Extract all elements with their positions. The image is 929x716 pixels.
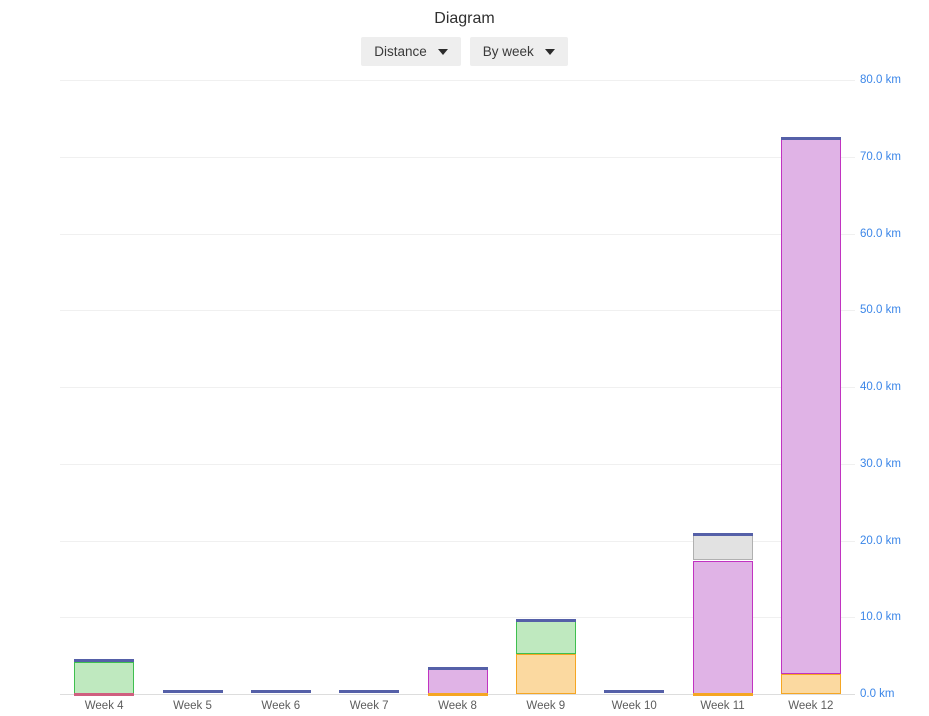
chevron-down-icon [437, 48, 448, 55]
gridline [60, 156, 855, 158]
gridline [60, 310, 855, 312]
gridline [60, 463, 855, 465]
gridline [60, 80, 855, 81]
metric-dropdown-label: Distance [374, 44, 427, 59]
x-axis-tick-label: Week 6 [261, 700, 301, 712]
x-axis-tick-label: Week 10 [611, 700, 657, 712]
bar-top-cap[interactable] [515, 619, 576, 623]
bar-bottom-cap [692, 693, 753, 696]
x-axis-tick-label: Week 4 [84, 700, 124, 712]
y-axis-tick-label: 10.0 km [860, 611, 901, 624]
y-axis-tick-label: 30.0 km [860, 457, 901, 470]
bar-top-cap[interactable] [780, 136, 841, 140]
gridline [60, 617, 855, 619]
bar-bottom-cap [427, 693, 488, 696]
bar-top-cap[interactable] [427, 666, 488, 670]
bar-segment[interactable] [74, 661, 135, 694]
y-axis-tick-label: 40.0 km [860, 381, 901, 393]
period-dropdown[interactable]: By week [469, 37, 568, 66]
bar-segment[interactable] [515, 654, 576, 694]
bar-top-cap[interactable] [604, 690, 665, 693]
period-dropdown-label: By week [482, 44, 534, 59]
x-axis-tick-label: Week 8 [438, 700, 477, 712]
bar-segment[interactable] [692, 561, 753, 694]
chart-controls: Distance By week [0, 37, 929, 66]
x-axis-tick-label: Week 12 [788, 700, 834, 712]
y-axis-tick-label: 70.0 km [860, 150, 901, 163]
bar-top-cap[interactable] [692, 532, 753, 536]
bar-top-cap[interactable] [250, 690, 311, 693]
y-axis-tick-label: 50.0 km [860, 304, 901, 317]
y-axis-tick-label: 60.0 km [860, 227, 901, 240]
y-axis-tick-label: 80.0 km [860, 74, 901, 86]
bar-top-cap[interactable] [162, 690, 223, 693]
gridline [60, 540, 855, 542]
x-axis-tick-label: Week 5 [173, 700, 212, 712]
x-axis-tick-label: Week 11 [700, 700, 745, 712]
bar-top-cap[interactable] [339, 690, 400, 693]
x-axis-tick-label: Week 9 [526, 700, 566, 712]
chart-plot-area [60, 80, 855, 696]
page-title: Diagram [434, 10, 495, 27]
y-axis-tick-label: 0.0 km [860, 688, 895, 700]
bar-bottom-cap [74, 693, 135, 696]
gridline [60, 387, 855, 388]
y-axis-tick-label: 20.0 km [860, 534, 901, 547]
x-axis-tick-label: Week 7 [349, 700, 389, 712]
chevron-down-icon [544, 48, 555, 55]
bar-segment[interactable] [780, 137, 841, 675]
bar-segment[interactable] [692, 533, 753, 560]
bar-top-cap[interactable] [74, 659, 135, 663]
bar-segment[interactable] [780, 674, 841, 694]
gridline [60, 233, 855, 235]
bar-segment[interactable] [427, 668, 488, 694]
bar-segment[interactable] [515, 620, 576, 655]
metric-dropdown[interactable]: Distance [361, 37, 461, 66]
